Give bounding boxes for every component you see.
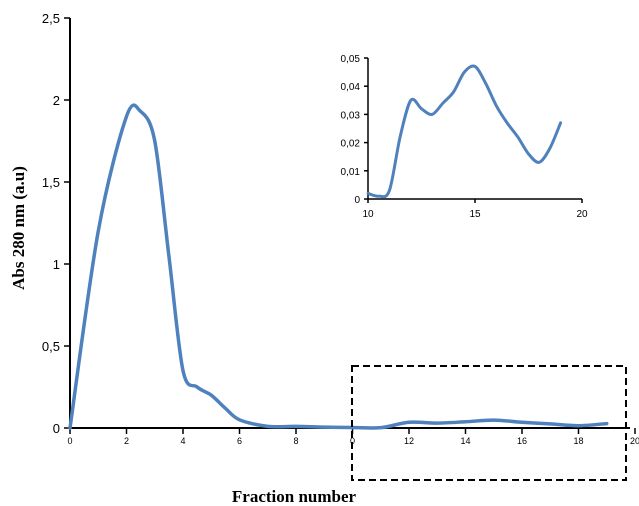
- x-tick-label: 15: [469, 209, 481, 220]
- y-tick-label: 0,02: [341, 139, 361, 150]
- y-axis-title: Abs 280 nm (a.u): [9, 166, 28, 290]
- x-tick-label: 0: [67, 436, 72, 446]
- x-tick-label: 10: [362, 209, 374, 220]
- main-chart: 0 0,5 1 1,5 2 2,5 0 2 4 6 8 0 12 14 16 18 20 Fraction n…: [9, 11, 639, 506]
- y-tick-label: 0,04: [341, 82, 361, 93]
- x-tick-label: 14: [460, 436, 470, 446]
- y-tick-label: 1: [53, 257, 60, 272]
- x-tick-label: 2: [124, 436, 129, 446]
- main-y-ticks: 0 0,5 1 1,5 2 2,5: [42, 11, 70, 436]
- y-tick-label: 2,5: [42, 11, 60, 26]
- y-tick-label: 0: [354, 195, 360, 206]
- y-tick-label: 0: [53, 421, 60, 436]
- x-tick-label: 16: [517, 436, 527, 446]
- zoom-region-box: [351, 365, 627, 481]
- y-tick-label: 2: [53, 93, 60, 108]
- x-tick-label: 18: [573, 436, 583, 446]
- x-tick-label: 0: [350, 436, 355, 446]
- y-tick-label: 0,01: [341, 167, 361, 178]
- x-tick-label: 20: [576, 209, 588, 220]
- x-axis-title: Fraction number: [232, 487, 357, 506]
- x-tick-label: 8: [293, 436, 298, 446]
- x-tick-label: 6: [237, 436, 242, 446]
- x-tick-label: 4: [180, 436, 185, 446]
- main-x-ticks: 0 2 4 6 8 0 12 14 16 18 20: [67, 428, 639, 446]
- main-series-line: [68, 103, 609, 430]
- y-tick-label: 1,5: [42, 175, 60, 190]
- inset-series-line: [366, 64, 563, 199]
- inset-x-ticks: 10 15 20: [362, 199, 588, 220]
- inset-y-ticks: 0 0,01 0,02 0,03 0,04 0,05: [341, 54, 368, 206]
- x-tick-label: 20: [630, 436, 639, 446]
- x-tick-label: 12: [404, 436, 414, 446]
- inset-chart: 0 0,01 0,02 0,03 0,04 0,05 10 15 20: [341, 54, 588, 220]
- y-tick-label: 0,03: [341, 110, 361, 121]
- y-tick-label: 0,5: [42, 339, 60, 354]
- y-tick-label: 0,05: [341, 54, 361, 65]
